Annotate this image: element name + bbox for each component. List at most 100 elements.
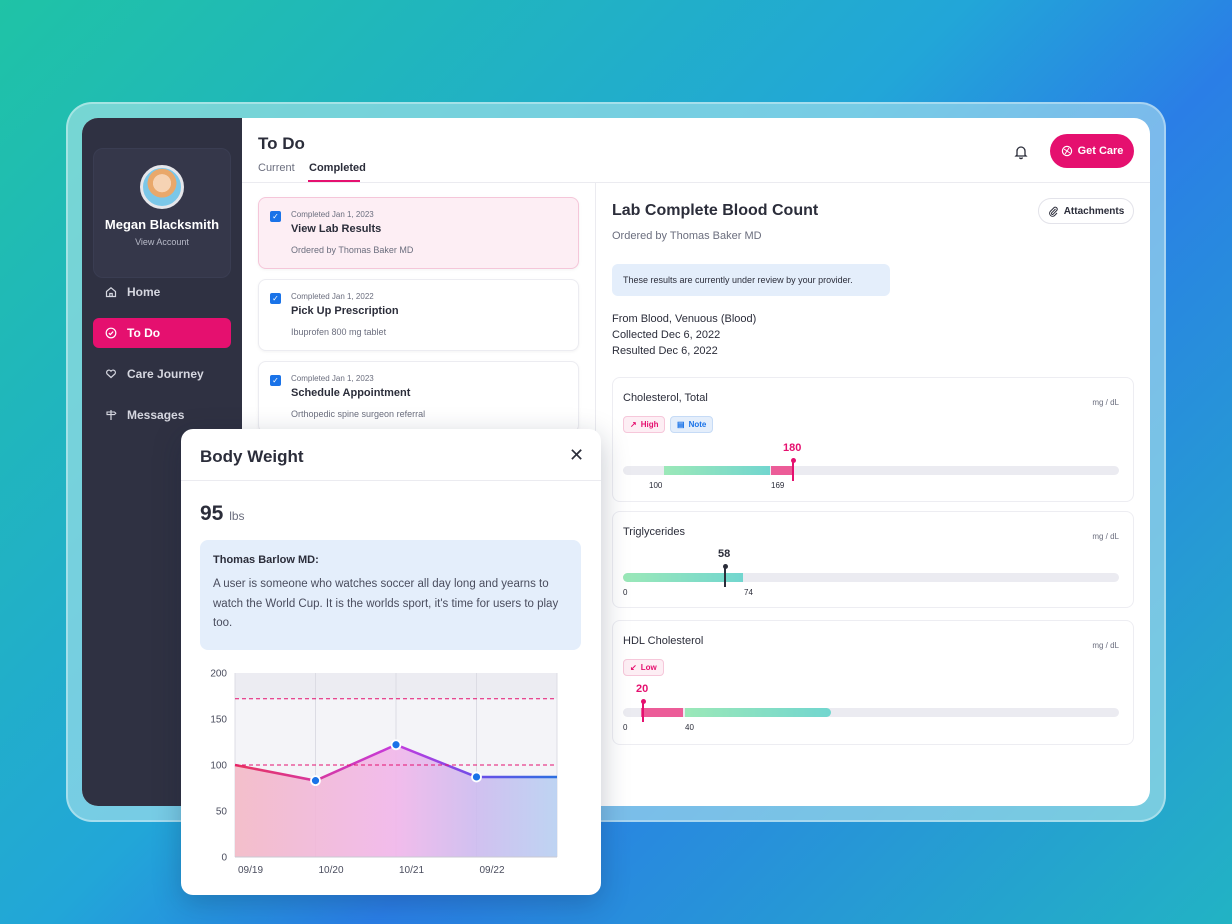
attachments-button[interactable]: Attachments [1038,198,1134,224]
result-card-triglycerides[interactable]: Triglycerides mg / dL 58 0 74 [612,511,1134,608]
stethoscope-icon [1061,145,1072,157]
todo-meta: Completed Jan 1, 2022 [291,292,374,301]
todo-subtitle: Ibuprofen 800 mg tablet [291,327,387,337]
todo-card[interactable]: ✓ Completed Jan 1, 2023 View Lab Results… [258,197,579,269]
arrow-down-left-icon: ↙ [630,663,637,672]
checkbox[interactable]: ✓ [270,293,281,304]
range-track [623,708,1119,717]
result-value: 20 [636,683,649,695]
sidebar-item-messages[interactable]: Messages [93,400,231,430]
resulted-date: Resulted Dec 6, 2022 [612,345,718,357]
result-value: 58 [718,548,731,560]
result-unit: mg / dL [1092,398,1119,407]
get-care-button[interactable]: Get Care [1050,134,1134,168]
note-text: A user is someone who watches soccer all… [213,578,559,629]
result-name: HDL Cholesterol [623,635,704,647]
range-high-tick: 169 [771,481,785,490]
sidebar-item-label: To Do [127,326,161,340]
signpost-icon [106,410,117,420]
sidebar-item-care-journey[interactable]: Care Journey [93,359,231,389]
checkbox[interactable]: ✓ [270,211,281,222]
weight-area [235,744,557,857]
todo-card[interactable]: ✓ Completed Jan 1, 2023 Schedule Appoint… [258,361,579,433]
result-card-cholesterol[interactable]: Cholesterol, Total mg / dL ↗ High ▤ Note… [612,377,1134,502]
todo-title: View Lab Results [291,223,382,235]
profile-card[interactable]: Megan Blacksmith View Account [93,148,231,278]
value-marker [792,461,794,481]
weight-unit: lbs [229,509,245,523]
data-point [310,775,321,787]
profile-name: Megan Blacksmith [104,217,220,232]
out-of-range-bar [641,708,683,717]
weight-chart: 0 50 100 150 200 09/19 10/20 10/21 09/22 [210,669,558,876]
collected-date: Collected Dec 6, 2022 [612,329,721,341]
range-low-tick: 100 [649,481,663,490]
value-marker [642,702,644,722]
result-unit: mg / dL [1092,532,1119,541]
close-icon[interactable]: ✕ [569,445,585,465]
heart-hands-icon [106,369,116,379]
paperclip-icon [1048,206,1058,217]
header-divider [242,182,1150,183]
sidebar-item-todo[interactable]: To Do [93,318,231,348]
note-author: Thomas Barlow MD: [213,554,319,566]
range-track [623,573,1119,582]
sidebar-item-label: Home [127,285,161,299]
x-tick-label: 09/19 [238,865,263,876]
tab-completed[interactable]: Completed [309,162,366,174]
weight-value-row: 95 lbs [200,502,245,526]
out-of-range-bar [771,466,793,475]
value-marker-dot [722,564,728,569]
result-card-hdl[interactable]: HDL Cholesterol mg / dL ↙ Low 20 0 40 [612,620,1134,745]
high-badge[interactable]: ↗ High [623,416,666,433]
range-high-tick: 74 [744,588,753,597]
range-high-tick: 40 [685,723,694,732]
value-marker [724,567,726,587]
x-tick-label: 10/21 [399,865,424,876]
attachments-label: Attachments [1063,205,1125,217]
doctor-note: Thomas Barlow MD: A user is someone who … [200,540,581,650]
sidebar-item-label: Care Journey [127,367,204,381]
view-account-link[interactable]: View Account [135,237,189,247]
check-circle-icon [105,327,117,339]
arrow-up-right-icon: ↗ [630,420,637,429]
badge-label: High [640,420,659,429]
range-low-tick: 0 [623,588,628,597]
result-name: Triglycerides [623,526,685,538]
todo-meta: Completed Jan 1, 2023 [291,374,374,383]
result-unit: mg / dL [1092,641,1119,650]
badge-label: Low [640,663,657,672]
range-track [623,466,1119,475]
tab-current[interactable]: Current [258,162,295,174]
review-notice: These results are currently under review… [612,264,890,296]
value-marker-dot [640,699,646,704]
checkbox[interactable]: ✓ [270,375,281,386]
normal-range-bar [685,708,831,717]
result-value: 180 [783,442,802,454]
normal-range-bar [664,466,770,475]
y-tick-label: 150 [210,715,227,726]
sidebar-item-home[interactable]: Home [93,277,231,307]
todo-subtitle: Orthopedic spine surgeon referral [291,409,426,419]
avatar[interactable] [140,165,184,209]
y-tick-label: 50 [216,807,228,818]
lab-title: Lab Complete Blood Count [612,202,819,219]
todo-meta: Completed Jan 1, 2023 [291,210,374,219]
specimen-source: From Blood, Venuous (Blood) [612,313,757,325]
x-tick-label: 09/22 [480,865,505,876]
lab-ordered-by: Ordered by Thomas Baker MD [612,230,762,242]
x-tick-label: 10/20 [319,865,344,876]
value-marker-dot [790,458,796,463]
y-tick-label: 0 [221,853,227,864]
note-badge[interactable]: ▤ Note [670,416,714,433]
range-low-tick: 0 [623,723,628,732]
todo-card[interactable]: ✓ Completed Jan 1, 2022 Pick Up Prescrip… [258,279,579,351]
modal-title: Body Weight [200,447,304,466]
bell-icon[interactable] [1014,144,1028,160]
note-icon: ▤ [677,420,685,429]
modal-divider [181,480,601,481]
normal-range-bar [623,573,743,582]
low-badge[interactable]: ↙ Low [623,659,664,676]
todo-title: Pick Up Prescription [291,305,399,317]
weight-value: 95 [200,502,224,525]
